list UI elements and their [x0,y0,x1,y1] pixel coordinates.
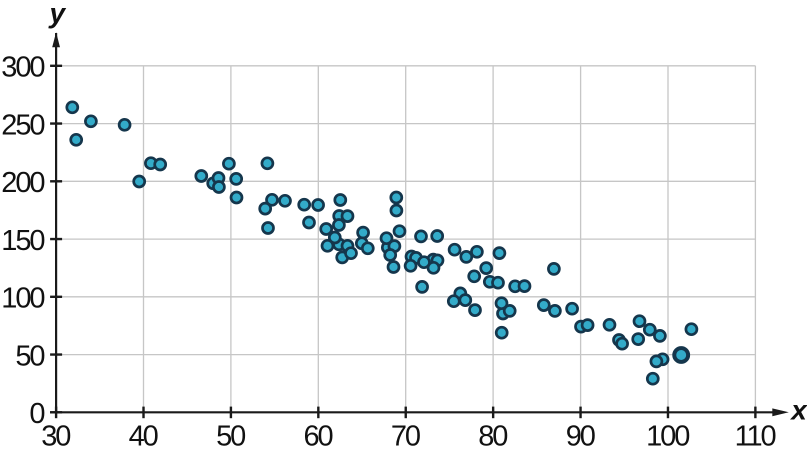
svg-text:y: y [48,0,67,29]
svg-text:0: 0 [29,398,44,430]
svg-text:30: 30 [41,421,70,453]
svg-text:110: 110 [735,421,776,453]
svg-text:40: 40 [129,421,158,453]
svg-text:300: 300 [1,52,44,84]
svg-text:70: 70 [391,421,420,453]
svg-text:100: 100 [1,283,44,315]
svg-text:200: 200 [1,167,44,199]
svg-text:90: 90 [566,421,595,453]
svg-text:x: x [789,395,807,426]
svg-text:60: 60 [303,421,332,453]
svg-text:50: 50 [216,421,245,453]
svg-text:250: 250 [1,109,44,141]
svg-text:50: 50 [15,340,44,372]
svg-text:80: 80 [478,421,507,453]
svg-text:100: 100 [646,421,689,453]
svg-text:150: 150 [1,225,44,257]
